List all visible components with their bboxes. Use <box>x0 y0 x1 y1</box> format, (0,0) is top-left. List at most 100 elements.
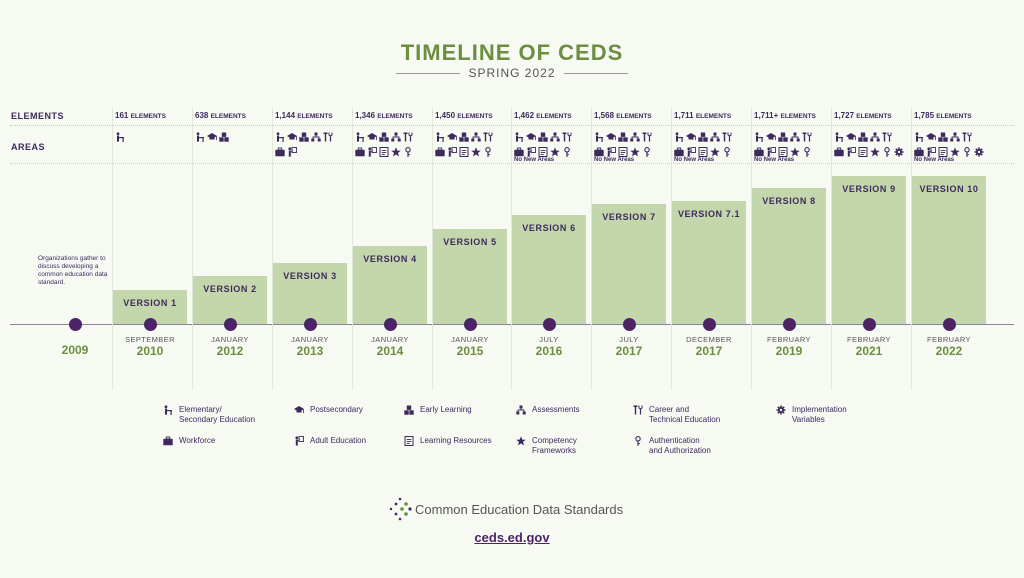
year-label: 2012 <box>216 344 244 358</box>
website-link[interactable]: ceds.ed.gov <box>474 530 550 545</box>
key-icon <box>802 144 812 157</box>
legend-item: Learning Resources <box>404 436 492 446</box>
star-icon <box>630 144 640 157</box>
hierarchy-icon <box>630 129 640 142</box>
star-icon <box>950 144 960 157</box>
key-icon <box>882 144 892 157</box>
key-icon <box>722 144 732 157</box>
hierarchy-icon <box>710 129 720 142</box>
blocks-icon <box>938 129 948 142</box>
no-new-areas-note: No New Areas <box>754 157 795 163</box>
month-label: FEBRUARY <box>847 335 891 344</box>
graduation-cap-icon <box>526 129 536 140</box>
graduation-cap-icon <box>926 129 936 140</box>
version-label: VERSION 7 <box>602 212 656 222</box>
element-count: 161 ELEMENTS <box>115 111 166 120</box>
element-count: 1,568 ELEMENTS <box>594 111 652 120</box>
timeline-dot <box>702 318 716 331</box>
blocks-icon <box>538 129 548 142</box>
document-icon <box>778 144 788 157</box>
key-icon <box>962 144 972 157</box>
legend-label: Career and Technical Education <box>649 405 721 424</box>
timeline-dot <box>143 318 157 331</box>
areas-icons <box>195 128 271 143</box>
year-label: 2016 <box>535 344 563 358</box>
month-label: JANUARY <box>291 335 329 344</box>
legend-item: Elementary/ Secondary Education <box>163 405 255 425</box>
version-label: VERSION 5 <box>443 237 497 247</box>
version-bar: VERSION 8 <box>752 188 826 324</box>
graduation-cap-icon <box>606 129 616 140</box>
logo-text: Common Education Data Standards <box>415 501 624 517</box>
briefcase-icon <box>834 144 844 157</box>
legend-item: Assessments <box>516 405 580 415</box>
legend-label: Elementary/ Secondary Education <box>179 405 256 424</box>
areas-icons <box>275 128 351 158</box>
element-count: 1,462 ELEMENTS <box>514 111 572 120</box>
page-subtitle: SPRING 2022 <box>396 66 628 80</box>
element-count: 1,711 ELEMENTS <box>674 111 732 120</box>
areas-icons: No New Areas <box>674 128 750 163</box>
adult-education-icon <box>287 144 297 157</box>
star-icon <box>870 144 880 157</box>
hierarchy-icon <box>471 129 481 142</box>
star-icon <box>516 436 526 446</box>
blocks-icon <box>379 129 389 142</box>
column-separator <box>432 108 433 390</box>
document-icon <box>459 144 469 157</box>
year-label: 2015 <box>456 344 484 358</box>
timeline-axis <box>10 324 1014 325</box>
blocks-icon <box>219 129 229 142</box>
timeline-dot <box>383 318 397 331</box>
element-count: 1,785 ELEMENTS <box>914 111 972 120</box>
blocks-icon <box>618 129 628 142</box>
legend-label: Assessments <box>532 405 580 414</box>
key-icon <box>633 436 643 446</box>
document-icon <box>858 144 868 157</box>
areas-icons: No New Areas <box>914 128 990 163</box>
tools-icon <box>323 129 333 142</box>
timeline-dot <box>542 318 556 331</box>
legend-label: Authentication and Authorization <box>649 436 711 455</box>
elementary-secondary-icon <box>754 129 764 142</box>
key-icon <box>483 144 493 157</box>
briefcase-icon <box>275 144 285 157</box>
year-label: 2017 <box>615 344 643 358</box>
column-separator <box>511 108 512 390</box>
gear-icon <box>974 144 984 157</box>
month-label: DECEMBER <box>686 335 732 344</box>
month-label: JANUARY <box>451 335 489 344</box>
star-icon <box>471 144 481 157</box>
element-count: 1,727 ELEMENTS <box>834 111 892 120</box>
hierarchy-icon <box>950 129 960 142</box>
blocks-icon <box>698 129 708 142</box>
elementary-secondary-icon <box>163 405 173 415</box>
elementary-secondary-icon <box>594 129 604 142</box>
legend-label: Implementation Variables <box>792 405 847 424</box>
adult-education-icon <box>367 144 377 157</box>
month-label: JULY <box>619 335 639 344</box>
no-new-areas-note: No New Areas <box>514 157 555 163</box>
hierarchy-icon <box>311 129 321 142</box>
legend-item: Competency Frameworks <box>516 436 577 456</box>
areas-icons <box>834 128 910 158</box>
document-icon <box>618 144 628 157</box>
key-icon <box>642 144 652 157</box>
tools-icon <box>722 129 732 142</box>
year-label: 2013 <box>296 344 324 358</box>
column-separator <box>751 108 752 390</box>
key-icon <box>562 144 572 157</box>
tools-icon <box>562 129 572 142</box>
graduation-cap-icon <box>287 129 297 140</box>
elementary-secondary-icon <box>674 129 684 142</box>
elementary-secondary-icon <box>435 129 445 142</box>
column-separator <box>911 108 912 390</box>
version-bar: VERSION 7 <box>592 204 666 324</box>
graduation-cap-icon <box>367 129 377 140</box>
no-new-areas-note: No New Areas <box>594 157 635 163</box>
column-separator <box>272 108 273 390</box>
hierarchy-icon <box>550 129 560 142</box>
element-count: 1,711+ ELEMENTS <box>754 111 816 120</box>
version-label: VERSION 8 <box>762 196 816 206</box>
legend-item: Implementation Variables <box>776 405 847 425</box>
